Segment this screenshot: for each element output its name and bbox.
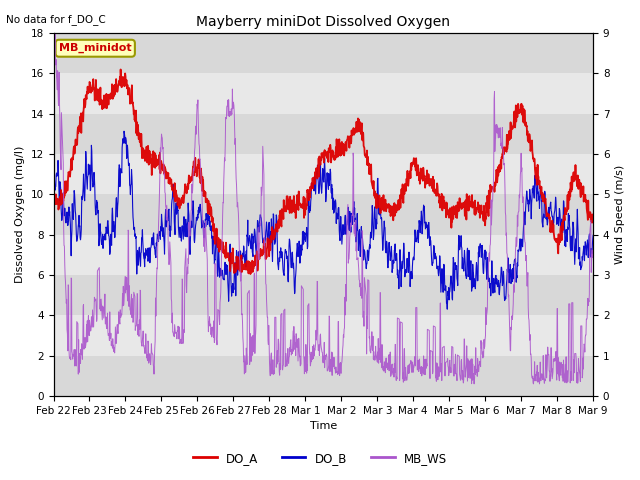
Bar (54, 33, 593, 73)
Bar (54, 154, 593, 194)
Bar (54, 194, 593, 235)
Bar (54, 315, 593, 356)
Bar (54, 356, 593, 396)
Text: MB_minidot: MB_minidot (59, 43, 132, 53)
Bar (54, 114, 593, 154)
Bar (54, 235, 593, 275)
Text: No data for f_DO_C: No data for f_DO_C (6, 14, 106, 25)
Bar (54, 73, 593, 114)
Y-axis label: Wind Speed (m/s): Wind Speed (m/s) (615, 165, 625, 264)
Legend: DO_A, DO_B, MB_WS: DO_A, DO_B, MB_WS (188, 447, 452, 469)
Title: Mayberry miniDot Dissolved Oxygen: Mayberry miniDot Dissolved Oxygen (196, 15, 451, 29)
Y-axis label: Dissolved Oxygen (mg/l): Dissolved Oxygen (mg/l) (15, 146, 25, 283)
X-axis label: Time: Time (310, 421, 337, 432)
Bar (54, 275, 593, 315)
